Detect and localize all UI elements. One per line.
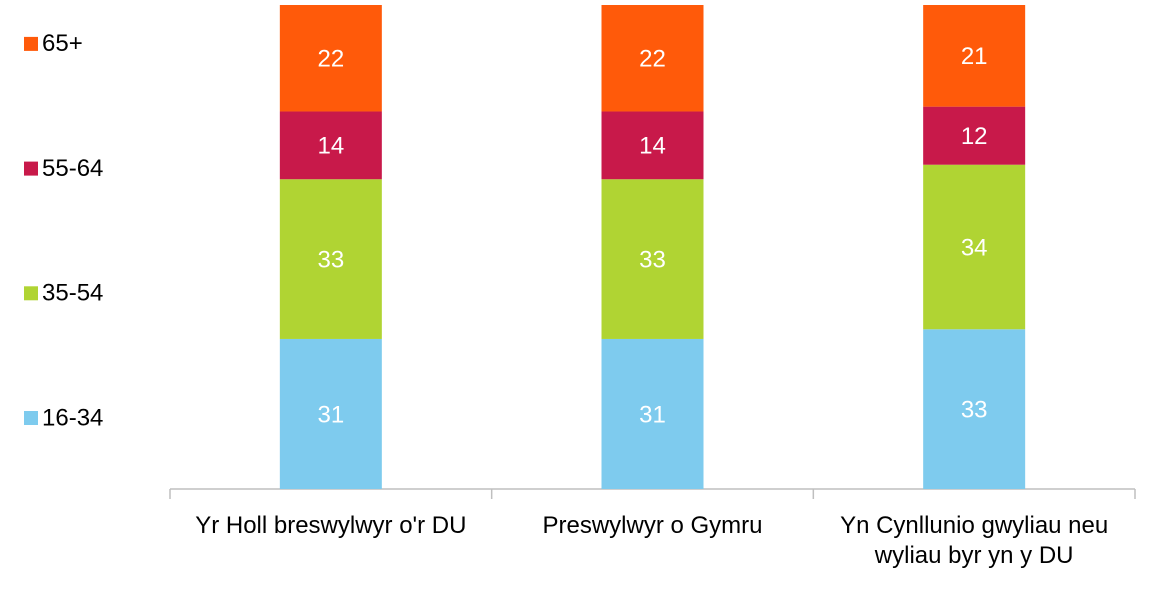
value-label: 12 — [961, 123, 988, 150]
value-label: 22 — [639, 46, 666, 73]
value-label: 33 — [639, 246, 666, 273]
bar-segment — [279, 111, 382, 180]
bar-segment — [601, 338, 704, 489]
value-label: 31 — [317, 401, 344, 428]
bar-segment — [601, 179, 704, 339]
value-label: 22 — [317, 46, 344, 73]
legend-swatch — [24, 36, 38, 51]
value-label: 31 — [639, 401, 666, 428]
legend-swatch — [24, 411, 38, 425]
x-tick-label: Yn Cynllunio gwyliau neu wyliau byr yn y… — [840, 512, 1109, 569]
bar-segment — [923, 5, 1026, 107]
x-tick-label: Yr Holl breswylwyr o'r DU — [195, 512, 467, 539]
bar-segment — [279, 5, 382, 112]
value-label: 14 — [639, 133, 666, 160]
legend-swatch — [24, 286, 38, 301]
value-label: 33 — [317, 246, 344, 273]
bar-segment — [601, 5, 704, 112]
bar-segment — [601, 111, 704, 180]
legend-label: 35-54 — [42, 280, 103, 307]
bar-segment — [923, 106, 1026, 165]
legend-label: 65+ — [42, 30, 83, 57]
bar-segment — [923, 164, 1026, 330]
value-label: 14 — [317, 133, 344, 160]
bar-segment — [279, 179, 382, 339]
bar-segment — [279, 338, 382, 489]
legend-label: 16-34 — [42, 404, 103, 431]
bar-segment — [923, 329, 1026, 489]
legend-swatch — [24, 161, 38, 176]
legend-label: 55-64 — [42, 155, 103, 182]
value-label: 33 — [961, 396, 988, 423]
value-label: 21 — [961, 43, 988, 70]
value-label: 34 — [961, 234, 988, 261]
x-tick-label: Preswylwyr o Gymru — [542, 512, 763, 539]
